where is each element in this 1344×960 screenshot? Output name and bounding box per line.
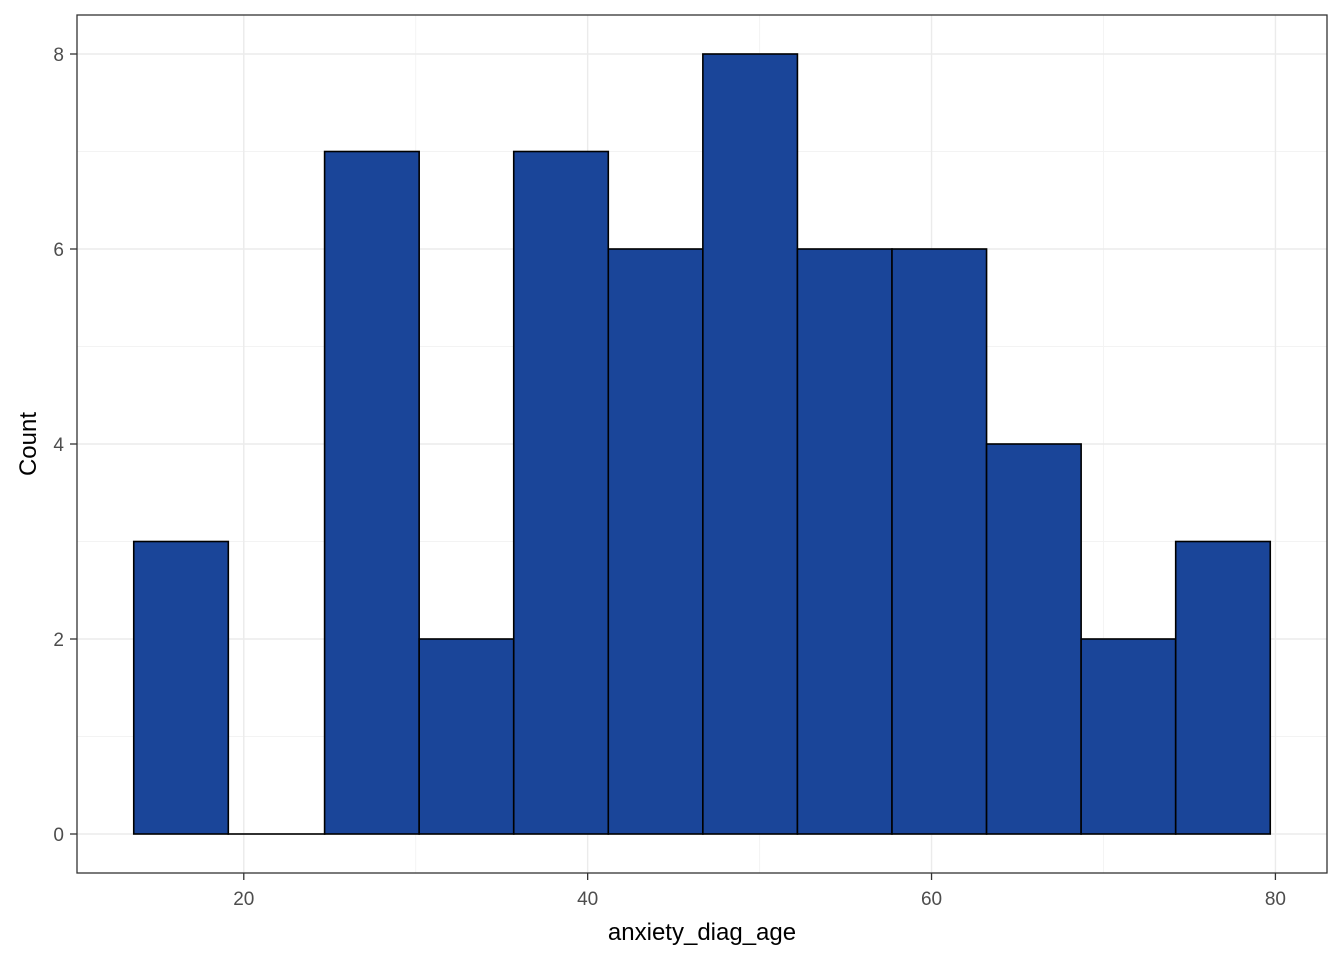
histogram-bar xyxy=(891,248,988,835)
histogram-bar xyxy=(796,248,893,835)
histogram-bar xyxy=(323,150,420,835)
x-tick-label: 80 xyxy=(1265,889,1286,910)
y-tick-label: 2 xyxy=(53,630,64,651)
histogram-bar xyxy=(985,443,1082,835)
y-tick-label: 4 xyxy=(53,435,64,456)
histogram-bar xyxy=(132,540,230,835)
histogram-bar xyxy=(512,150,610,835)
x-axis: 20 40 60 80 xyxy=(233,873,1286,910)
y-tick-label: 8 xyxy=(53,45,64,66)
x-tick-label: 20 xyxy=(233,889,254,910)
y-tick-label: 6 xyxy=(53,240,64,261)
histogram-bar xyxy=(1174,540,1272,835)
y-axis-title: Count xyxy=(15,412,42,476)
histogram-bar xyxy=(1080,638,1177,835)
x-tick-label: 60 xyxy=(921,889,942,910)
x-tick-label: 40 xyxy=(577,889,598,910)
histogram-bar xyxy=(418,638,515,835)
y-tick-label: 0 xyxy=(53,825,64,846)
y-axis: 0 2 4 6 8 xyxy=(53,45,77,846)
histogram-bar xyxy=(702,53,799,835)
bars xyxy=(132,53,1272,835)
histogram-bar xyxy=(607,248,704,835)
x-axis-title: anxiety_diag_age xyxy=(608,919,796,946)
